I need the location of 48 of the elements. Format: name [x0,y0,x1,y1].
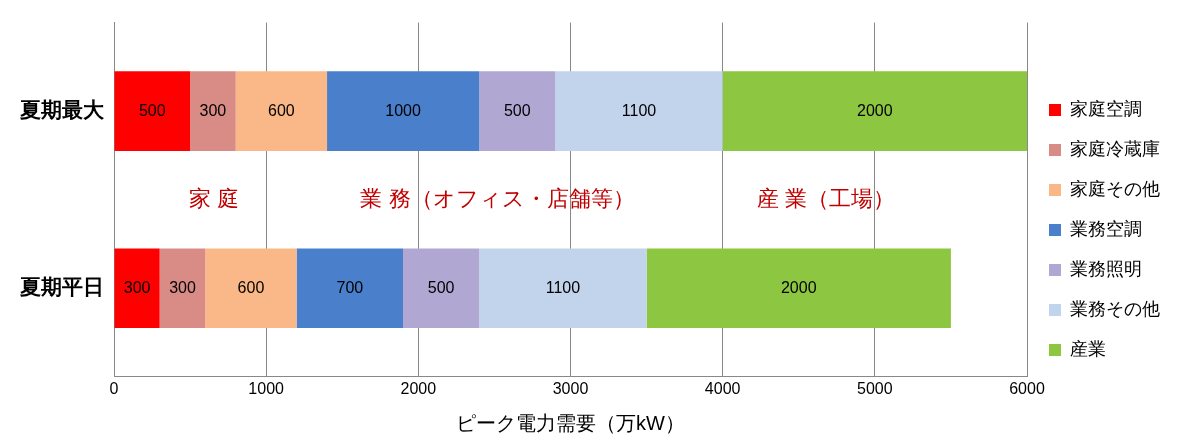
data-label: 1100 [545,278,581,296]
bar [159,248,206,329]
data-label: 300 [199,101,227,119]
annotation: 業 務（オフィス・店舗等） [360,185,635,211]
y-tick-label: 夏期平日 [19,275,104,299]
bar [555,71,723,151]
data-label: 300 [169,278,196,296]
bar [296,248,404,329]
x-tick-label: 6000 [1009,379,1045,397]
x-tick-label: 5000 [857,379,893,397]
bar [403,248,480,329]
bar [479,71,556,151]
legend-label: 産業 [1070,338,1106,359]
bar [235,71,328,151]
x-tick-label: 2000 [400,379,437,397]
bar [114,71,191,151]
data-label: 600 [268,101,295,119]
bar [646,248,951,329]
bar [114,248,160,329]
data-label: 500 [138,101,166,119]
bar [190,71,236,151]
legend-label: 家庭空調 [1070,98,1142,119]
annotation: 産 業（工場） [757,185,896,211]
data-label: 700 [336,278,364,296]
data-label: 300 [123,278,151,296]
data-label: 600 [237,278,265,296]
legend-label: 業務照明 [1070,258,1142,279]
x-tick-label: 1000 [248,379,285,397]
bar [722,71,1027,151]
bar [479,248,647,329]
y-tick-label: 夏期最大 [19,97,105,121]
data-label: 1100 [621,101,657,119]
x-tick-label: 0 [109,379,119,397]
x-tick-label: 4000 [704,379,741,397]
x-axis-title: ピーク電力需要（万kW） [456,411,685,434]
legend-label: 家庭冷蔵庫 [1070,138,1160,159]
annotation: 家 庭 [189,185,240,211]
legend-label: 業務空調 [1070,218,1142,239]
legend-label: 業務その他 [1070,298,1160,319]
legend-label: 家庭その他 [1070,178,1160,199]
x-tick-label: 3000 [552,379,589,397]
bar [327,71,480,151]
data-label: 2000 [857,101,893,119]
data-label: 1000 [385,101,422,119]
data-label: 2000 [780,278,817,296]
data-label: 500 [427,278,455,296]
bar [205,248,297,329]
data-label: 500 [503,101,531,119]
